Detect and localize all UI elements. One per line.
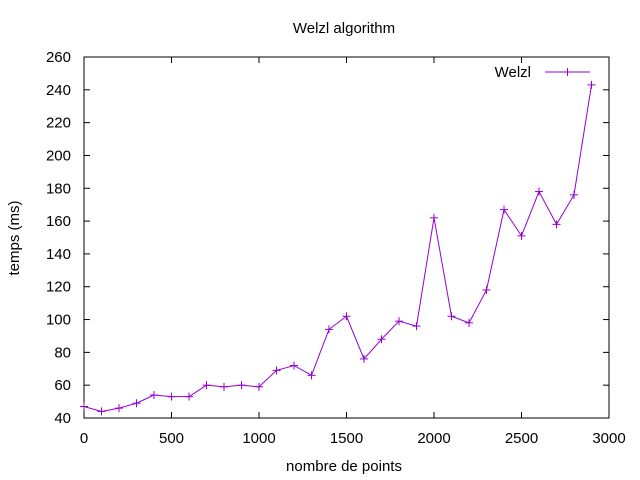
y-tick-label: 180 bbox=[46, 180, 71, 197]
data-point bbox=[465, 318, 473, 327]
data-point bbox=[482, 286, 491, 295]
y-tick-label: 60 bbox=[54, 377, 71, 394]
data-point bbox=[535, 187, 543, 196]
legend-label-welzl: Welzl bbox=[495, 64, 531, 81]
data-point bbox=[202, 381, 211, 390]
plot-frame bbox=[83, 56, 610, 419]
chart-title: Welzl algorithm bbox=[293, 20, 395, 37]
y-tick-label: 220 bbox=[46, 115, 71, 132]
y-tick-label: 40 bbox=[54, 410, 71, 427]
data-point bbox=[377, 335, 386, 344]
data-point bbox=[412, 322, 421, 331]
legend: Welzl bbox=[495, 64, 590, 81]
data-point bbox=[430, 213, 438, 222]
data-point bbox=[500, 205, 508, 214]
y-tick-label: 160 bbox=[46, 213, 71, 230]
data-point bbox=[115, 404, 123, 413]
data-point bbox=[342, 312, 351, 321]
x-tick-label: 0 bbox=[80, 430, 88, 447]
data-point bbox=[237, 381, 246, 390]
y-tick-label: 260 bbox=[46, 49, 71, 66]
x-tick-label: 1000 bbox=[242, 430, 275, 447]
x-tick-label: 2500 bbox=[505, 430, 538, 447]
y-axis-label: temps (ms) bbox=[6, 200, 23, 275]
data-point bbox=[395, 317, 403, 326]
data-point bbox=[307, 371, 316, 380]
data-point bbox=[447, 312, 456, 321]
data-point bbox=[220, 382, 228, 391]
x-tick-label: 3000 bbox=[592, 430, 625, 447]
data-point bbox=[167, 392, 176, 401]
data-point bbox=[272, 366, 281, 375]
x-tick-label: 1500 bbox=[330, 430, 363, 447]
y-tick-label: 140 bbox=[46, 246, 71, 263]
series-layer bbox=[80, 80, 596, 416]
data-point bbox=[185, 392, 193, 401]
x-tick-label: 2000 bbox=[417, 430, 450, 447]
axes: 0 500 1000 1500 2000 2500 3000 40 60 80 100 120 140 1… bbox=[46, 49, 626, 447]
data-point bbox=[360, 354, 368, 363]
data-point bbox=[80, 402, 88, 411]
series-line bbox=[83, 84, 592, 412]
data-point bbox=[150, 391, 158, 400]
data-point bbox=[570, 190, 578, 199]
data-point bbox=[325, 325, 333, 334]
legend-marker bbox=[563, 68, 572, 76]
y-tick-label: 200 bbox=[46, 147, 71, 164]
y-tick-label: 100 bbox=[46, 312, 71, 329]
data-point bbox=[97, 407, 106, 416]
y-tick-label: 80 bbox=[54, 344, 71, 361]
data-point bbox=[552, 220, 561, 229]
y-tick-label: 240 bbox=[46, 82, 71, 99]
data-point bbox=[132, 399, 141, 408]
y-tick-label: 120 bbox=[46, 279, 71, 296]
x-axis-label: nombre de points bbox=[286, 458, 402, 475]
data-point bbox=[517, 231, 526, 240]
x-tick-label: 500 bbox=[159, 430, 184, 447]
data-point bbox=[587, 80, 596, 89]
data-point bbox=[290, 361, 298, 370]
data-point bbox=[255, 382, 263, 391]
